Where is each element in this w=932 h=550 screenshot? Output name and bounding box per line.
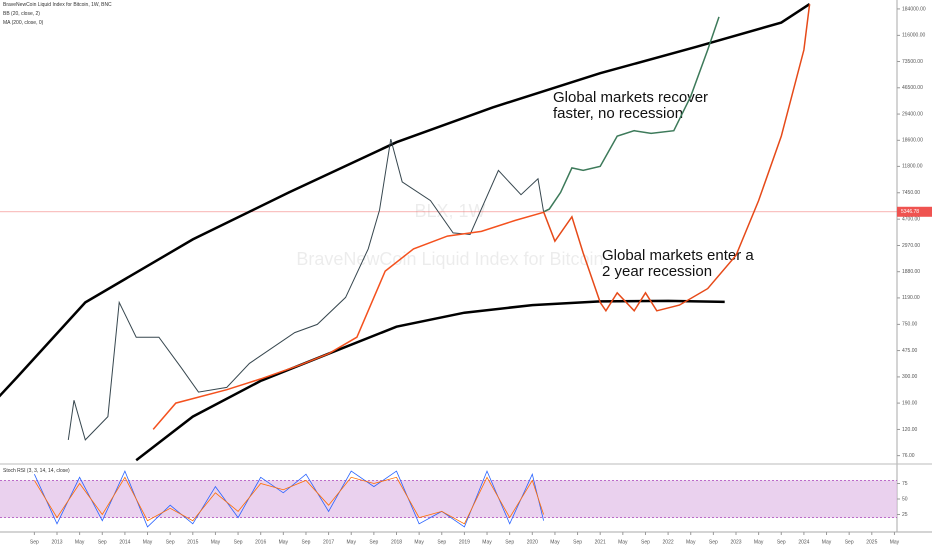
x-tick-label: 2021 [595,539,606,545]
x-tick-label: May [686,539,696,545]
stoch-tick-label: 50 [902,496,908,502]
y-tick-label: 11800.00 [902,164,923,170]
legend-title: BraveNewCoin Liquid Index for Bitcoin, 1… [3,2,112,8]
y-tick-label: 1190.00 [902,295,920,301]
x-tick-label: May [550,539,560,545]
y-tick-label: 120.00 [902,427,918,433]
y-tick-label: 73500.00 [902,59,923,65]
series-line [542,4,811,313]
x-tick-label: Sep [777,539,786,545]
stoch-line [34,476,544,525]
x-tick-label: May [414,539,424,545]
annotation: Global markets recover [553,89,708,106]
x-tick-label: 2023 [730,539,741,545]
stoch-title: Stoch RSI (3, 3, 14, 14, close) [3,468,70,474]
x-tick-label: Sep [369,539,378,545]
y-tick-label: 29400.00 [902,111,923,117]
x-tick-label: May [279,539,289,545]
legend-indicator: MA (200, close, 0) [3,20,44,26]
x-tick-label: May [211,539,221,545]
x-tick-label: 2025 [866,539,877,545]
x-tick-label: May [347,539,357,545]
watermark: BLX, 1W [414,201,485,221]
x-tick-label: May [618,539,628,545]
x-tick-label: Sep [98,539,107,545]
y-tick-label: 2970.00 [902,243,920,249]
x-tick-label: 2016 [255,539,266,545]
x-tick-label: 2015 [187,539,198,545]
x-tick-label: May [143,539,153,545]
series-line [543,16,720,213]
annotation: Global markets enter a [602,247,754,264]
x-tick-label: Sep [845,539,854,545]
x-tick-label: Sep [437,539,446,545]
y-tick-label: 18600.00 [902,138,923,144]
y-tick-label: 116000.00 [902,33,925,39]
x-tick-label: Sep [166,539,175,545]
y-tick-label: 475.00 [902,348,918,354]
x-tick-label: 2018 [391,539,402,545]
x-tick-label: May [890,539,900,545]
stoch-tick-label: 25 [902,512,908,518]
stoch-band [0,480,897,518]
x-tick-label: May [75,539,85,545]
x-tick-label: 2013 [51,539,62,545]
y-tick-label: 300.00 [902,374,918,380]
series-line [67,138,545,441]
x-tick-label: Sep [302,539,311,545]
y-tick-label: 46500.00 [902,85,923,91]
x-tick-label: Sep [709,539,718,545]
x-tick-label: Sep [573,539,582,545]
series-line [0,3,811,398]
current-price-box [897,206,932,217]
stoch-line [34,470,544,528]
x-tick-label: 2020 [527,539,538,545]
x-tick-label: May [754,539,764,545]
x-tick-label: Sep [641,539,650,545]
y-tick-label: 1880.00 [902,269,920,275]
x-tick-label: Sep [234,539,243,545]
x-tick-label: May [482,539,492,545]
y-tick-label: 184000.00 [902,6,926,12]
current-price-label: 5346.78 [901,209,919,215]
x-tick-label: 2022 [663,539,674,545]
stoch-tick-label: 75 [902,481,908,487]
watermark: BraveNewCoin Liquid Index for Bitcoin [296,249,603,269]
x-tick-label: 2017 [323,539,334,545]
y-tick-label: 750.00 [902,322,918,328]
series-line [152,211,544,430]
x-tick-label: 2019 [459,539,470,545]
x-tick-label: May [822,539,832,545]
legend-indicator: BB (20, close, 2) [3,11,40,17]
annotation: 2 year recession [602,263,712,280]
x-tick-label: Sep [505,539,514,545]
series-line [135,299,725,462]
x-tick-label: 2014 [119,539,130,545]
y-tick-label: 4700.00 [902,216,920,222]
x-tick-label: 2024 [798,539,809,545]
y-tick-label: 190.00 [902,400,918,406]
annotation: faster, no recession [553,105,683,122]
y-tick-label: 76.00 [902,453,915,459]
y-tick-label: 7450.00 [902,190,920,196]
x-tick-label: Sep [30,539,39,545]
